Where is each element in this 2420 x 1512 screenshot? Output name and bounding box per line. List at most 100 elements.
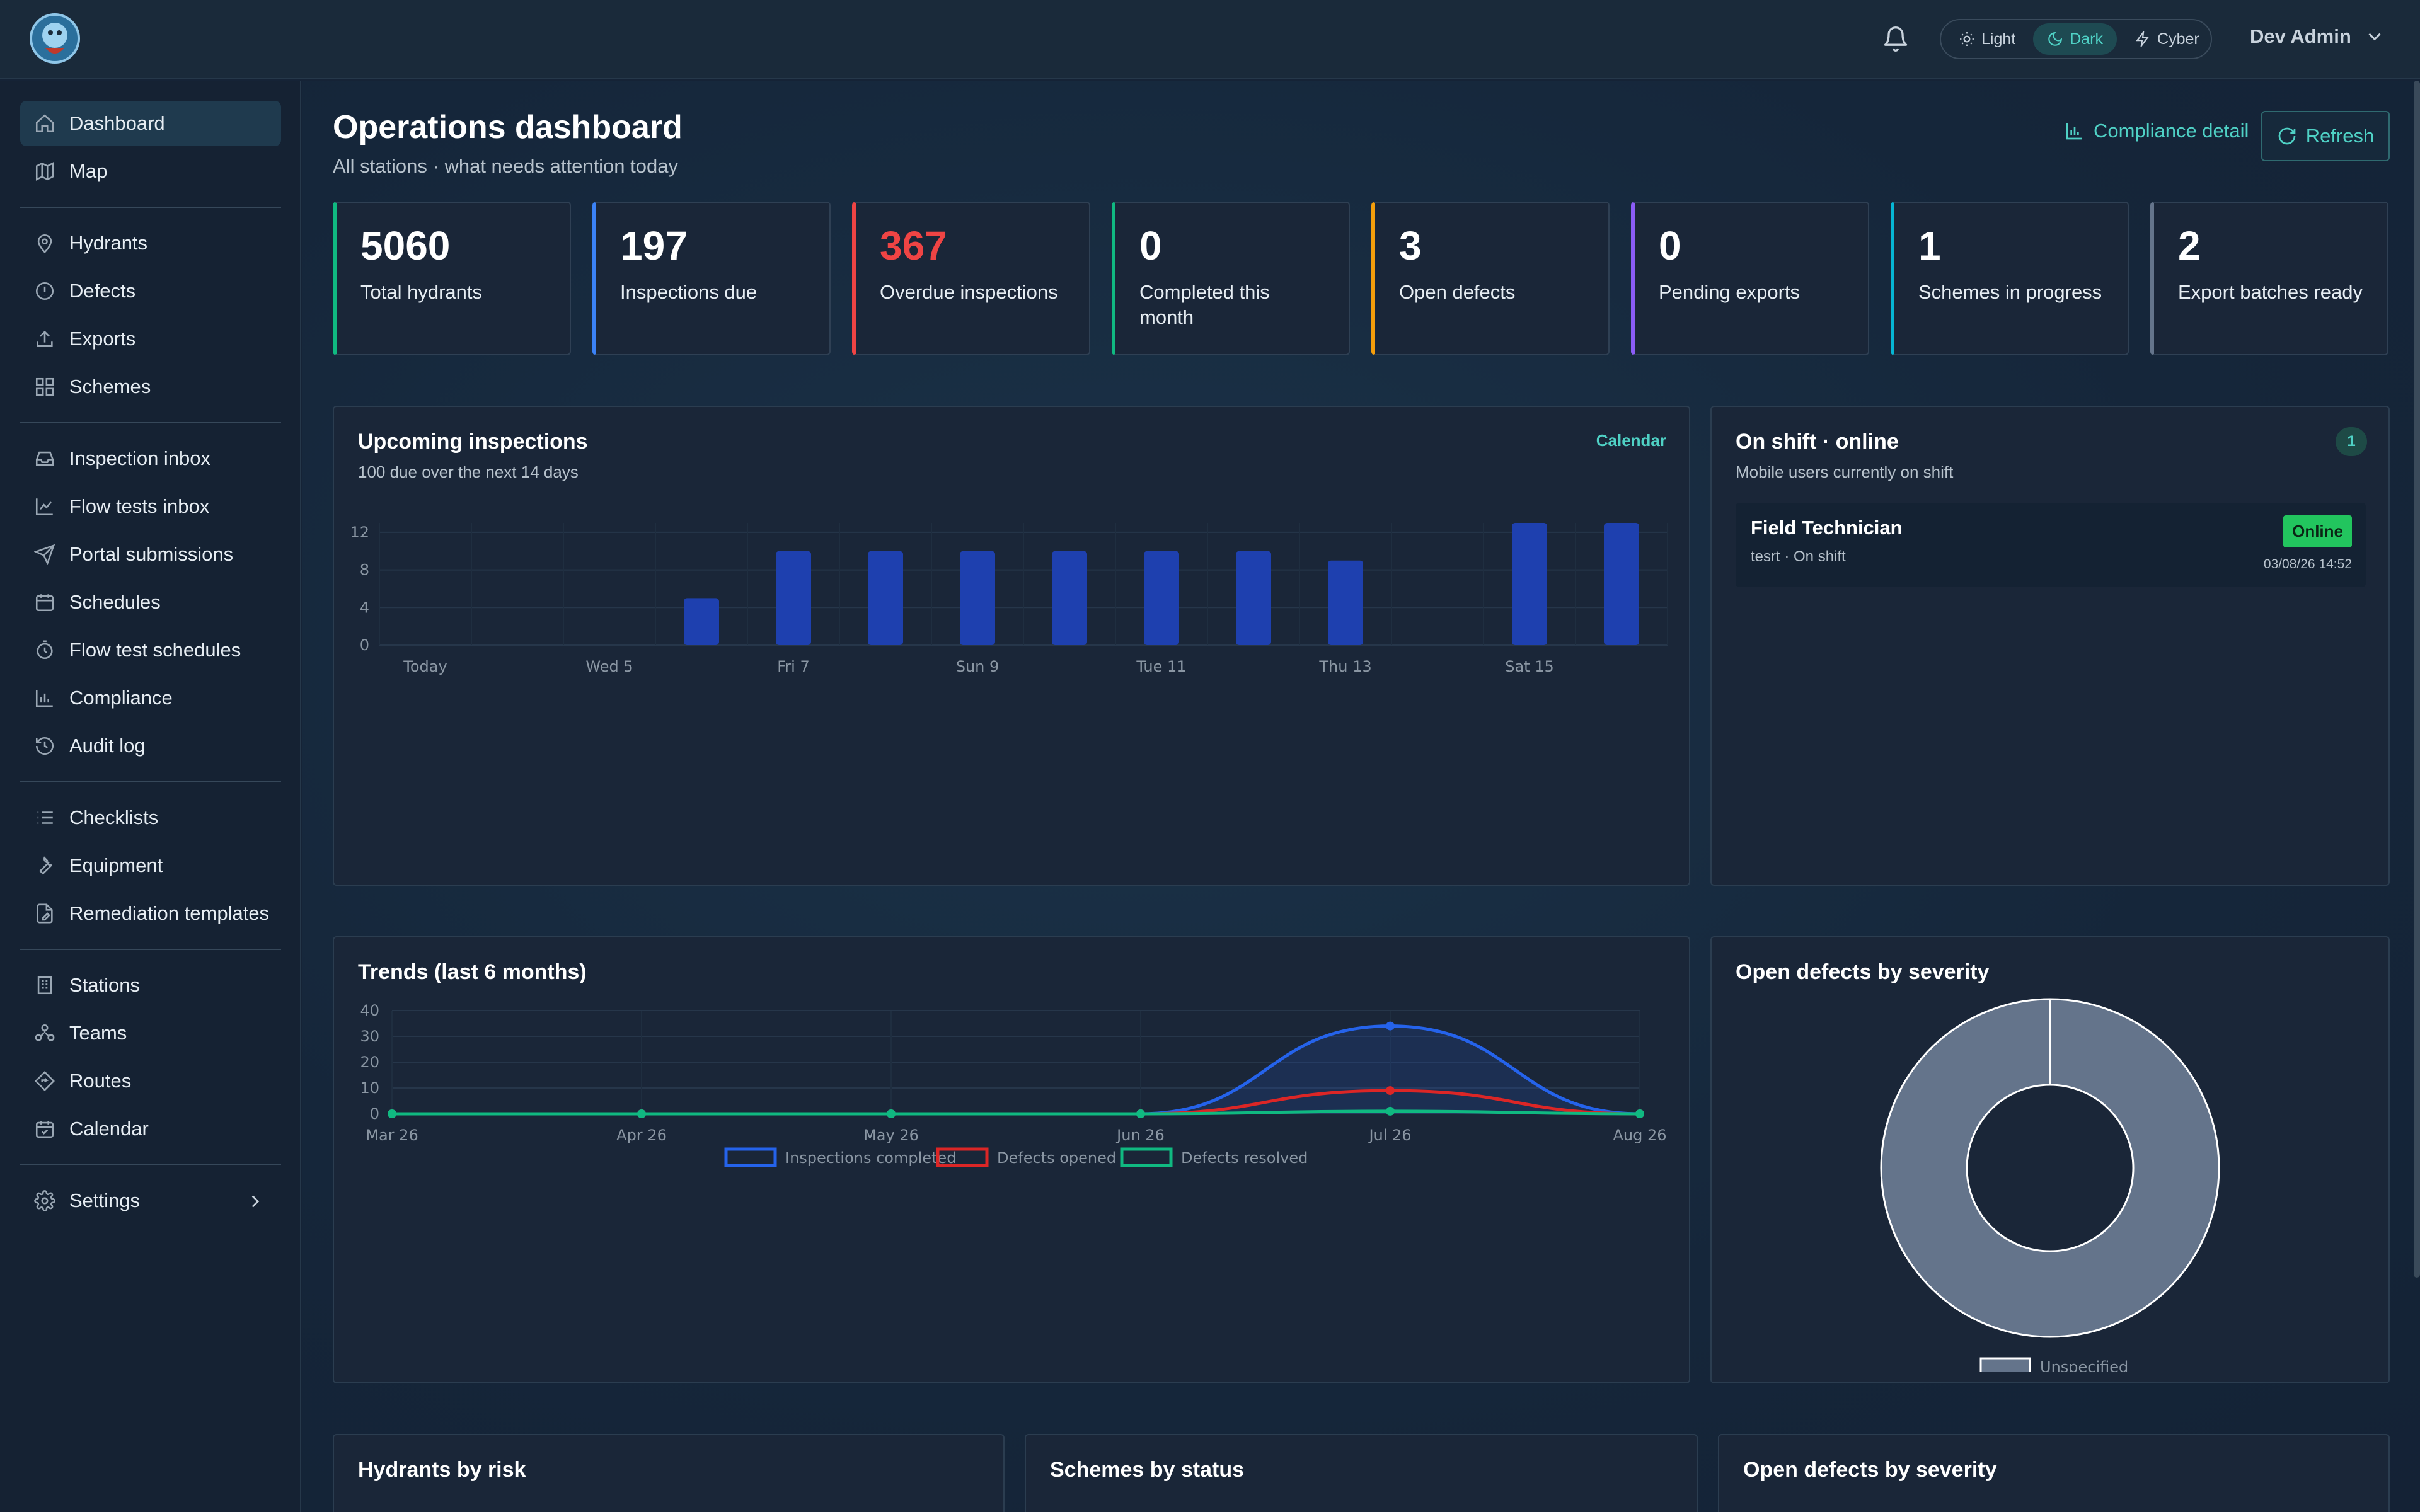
data-point (1136, 1109, 1145, 1118)
stat-card-completed-this-month[interactable]: 0 Completed this month (1112, 202, 1350, 355)
x-tick-label: Sat 15 (1505, 658, 1554, 675)
sidebar-item-equipment[interactable]: Equipment (20, 843, 281, 888)
stat-card-open-defects[interactable]: 3 Open defects (1371, 202, 1610, 355)
stat-card-overdue-inspections[interactable]: 367 Overdue inspections (852, 202, 1090, 355)
trends-panel: Trends (last 6 months) 0 10 20 30 40 Mar 26 Ap… (333, 936, 1690, 1383)
notification-bell-icon[interactable] (1882, 25, 1910, 53)
panel-title: Open defects by severity (1736, 960, 1990, 984)
file-edit-icon (37, 903, 53, 924)
stat-card-export-batches-ready[interactable]: 2 Export batches ready (2150, 202, 2388, 355)
compliance-detail-link[interactable]: Compliance detail (2065, 120, 2249, 142)
sidebar-item-remediation-templates[interactable]: Remediation templates (20, 891, 281, 936)
stat-value: 1 (1918, 223, 1941, 268)
stat-label: Schemes in progress (1918, 281, 2102, 303)
stat-label: Inspections due (620, 281, 758, 303)
stat-card-total-hydrants[interactable]: 5060 Total hydrants (333, 202, 571, 355)
scrollbar-thumb[interactable] (2414, 81, 2420, 1278)
x-tick-label: Mar 26 (366, 1126, 418, 1144)
stat-label: Open defects (1399, 281, 1516, 303)
bar (1604, 523, 1639, 645)
sidebar-item-label: Compliance (69, 687, 173, 709)
logo-icon[interactable] (28, 11, 82, 66)
sidebar-item-schemes[interactable]: Schemes (20, 364, 281, 410)
theme-cyber-label: Cyber (2157, 30, 2199, 48)
legend-label: Inspections completed (785, 1149, 956, 1167)
on-shift-user-card[interactable]: Field Technician tesrt · On shift Online… (1736, 503, 2366, 587)
y-tick-label: 10 (360, 1079, 379, 1097)
sidebar-item-portal-submissions[interactable]: Portal submissions (20, 532, 281, 577)
team-icon (35, 1024, 55, 1041)
bar (1144, 551, 1179, 645)
stat-value: 197 (620, 223, 688, 268)
top-bar: Light Dark Cyber Dev Admin (0, 0, 2420, 79)
sidebar-item-checklists[interactable]: Checklists (20, 795, 281, 840)
y-tick-label: 0 (360, 636, 369, 654)
sidebar-item-routes[interactable]: Routes (20, 1058, 281, 1104)
x-tick-label: Aug 26 (1613, 1126, 1666, 1144)
last-seen-time: 03/08/26 14:52 (2263, 557, 2352, 571)
panel-title: Upcoming inspections (358, 430, 588, 454)
sidebar-item-flow-tests-inbox[interactable]: Flow tests inbox (20, 484, 281, 529)
x-tick-label: Thu 13 (1318, 658, 1371, 675)
on-shift-panel: On shift · online Mobile users currently… (1710, 406, 2390, 886)
wrench-icon (39, 856, 52, 875)
trend-icon (35, 498, 53, 516)
sidebar-item-flow-test-schedules[interactable]: Flow test schedules (20, 627, 281, 673)
x-tick-label: Fri 7 (777, 658, 810, 675)
sidebar-item-label: Exports (69, 328, 136, 350)
sidebar-divider (20, 781, 281, 782)
sidebar-item-hydrants[interactable]: Hydrants (20, 220, 281, 266)
sidebar-item-dashboard[interactable]: Dashboard (20, 101, 281, 146)
bar (684, 598, 719, 645)
inbox-icon (35, 451, 54, 466)
user-menu[interactable]: Dev Admin (2250, 25, 2385, 48)
calendar-link[interactable]: Calendar (1596, 431, 1666, 450)
gear-icon (34, 1190, 55, 1211)
data-point (1386, 1086, 1395, 1096)
theme-dark-option[interactable]: Dark (2033, 23, 2118, 55)
chevron-right-icon (251, 1195, 260, 1208)
sidebar-item-label: Flow tests inbox (69, 495, 210, 517)
sidebar-item-label: Checklists (69, 806, 159, 828)
hydrants-by-risk-panel: Hydrants by risk (333, 1434, 1005, 1512)
stat-label: Overdue inspections (880, 281, 1058, 303)
sidebar-item-settings[interactable]: Settings (20, 1178, 281, 1223)
sidebar-item-calendar[interactable]: Calendar (20, 1106, 281, 1152)
sidebar-item-label: Stations (69, 974, 141, 996)
sidebar-item-teams[interactable]: Teams (20, 1011, 281, 1056)
theme-cyber-option[interactable]: Cyber (2121, 23, 2213, 55)
page-subtitle: All stations · what needs attention toda… (333, 155, 678, 177)
panel-subtitle: Mobile users currently on shift (1736, 462, 1954, 481)
refresh-button[interactable]: Refresh (2261, 111, 2390, 161)
stat-card-schemes-in-progress[interactable]: 1 Schemes in progress (1891, 202, 2129, 355)
x-tick-label: Apr 26 (616, 1126, 667, 1144)
timer-icon (37, 640, 53, 660)
sidebar-item-label: Audit log (69, 735, 146, 757)
x-tick-label: Jun 26 (1115, 1126, 1165, 1144)
theme-light-option[interactable]: Light (1945, 23, 2029, 55)
stat-label: Pending exports (1659, 281, 1801, 303)
sidebar-item-stations[interactable]: Stations (20, 963, 281, 1008)
stat-card-pending-exports[interactable]: 0 Pending exports (1631, 202, 1869, 355)
sidebar-item-label: Hydrants (69, 232, 148, 254)
stat-card-inspections-due[interactable]: 197 Inspections due (592, 202, 831, 355)
sidebar-item-label: Teams (69, 1022, 127, 1044)
sidebar-item-map[interactable]: Map (20, 149, 281, 194)
stat-value: 0 (1659, 223, 1681, 268)
sidebar-item-label: Dashboard (69, 112, 165, 134)
x-tick-label: Tue 11 (1136, 658, 1186, 675)
sidebar-item-schedules[interactable]: Schedules (20, 580, 281, 625)
sidebar-item-compliance[interactable]: Compliance (20, 675, 281, 721)
x-tick-label: Sun 9 (956, 658, 1000, 675)
compliance-detail-label: Compliance detail (2094, 120, 2249, 142)
schemes-by-status-panel: Schemes by status (1025, 1434, 1698, 1512)
sidebar-item-label: Calendar (69, 1118, 149, 1140)
data-point (1635, 1109, 1644, 1118)
chevron-down-icon (2368, 33, 2381, 41)
sidebar-item-exports[interactable]: Exports (20, 316, 281, 362)
sidebar-item-audit-log[interactable]: Audit log (20, 723, 281, 769)
sidebar-item-defects[interactable]: Defects (20, 268, 281, 314)
sidebar-item-inspection-inbox[interactable]: Inspection inbox (20, 436, 281, 481)
calendar-icon (35, 594, 54, 612)
bar-chart-icon (35, 690, 53, 707)
